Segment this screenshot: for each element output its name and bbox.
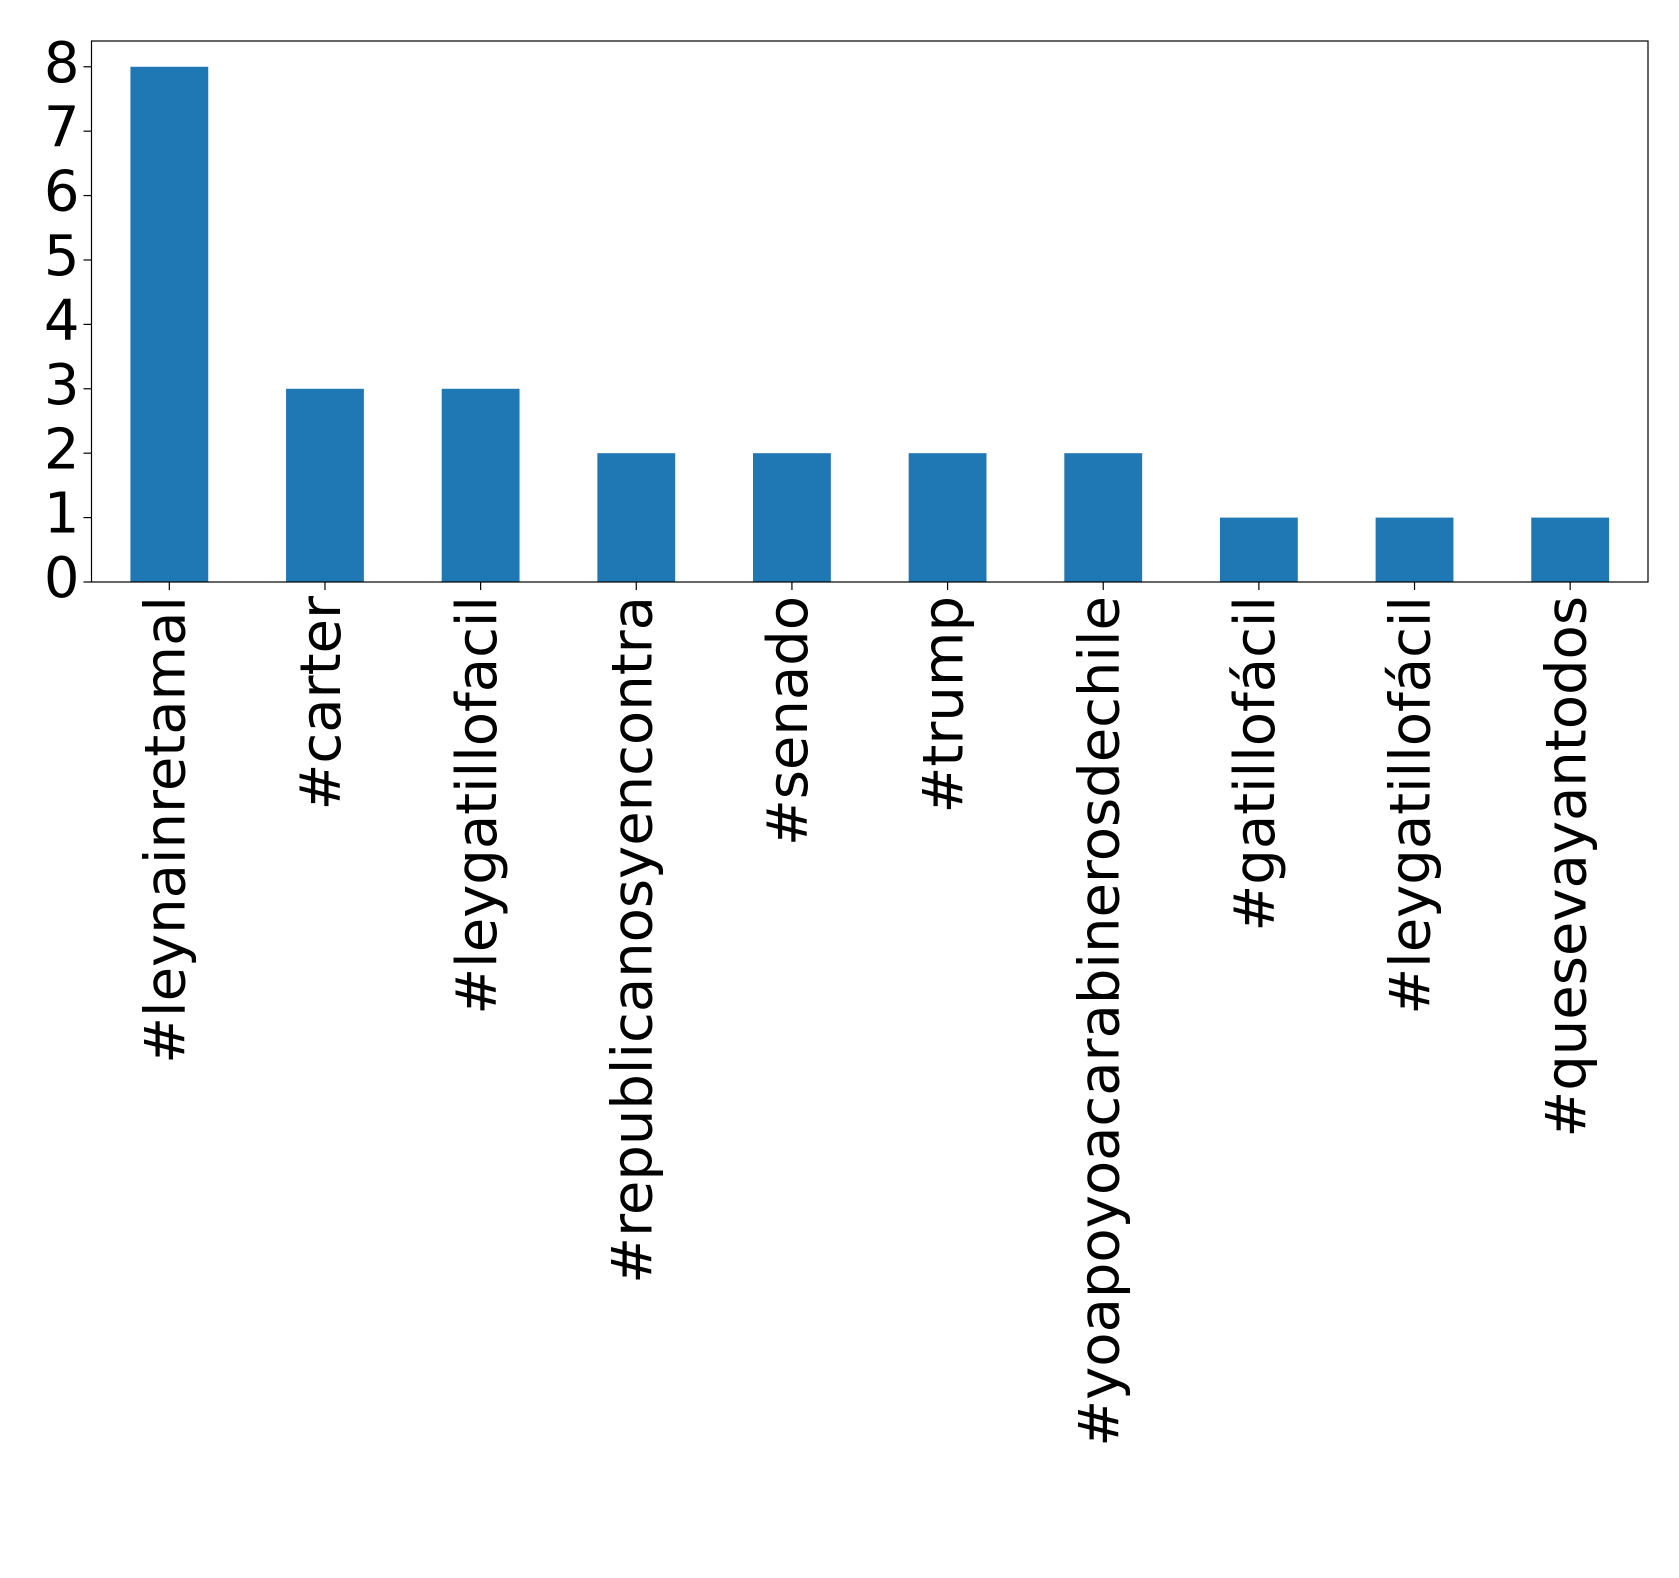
y-tick-label: 7: [44, 95, 80, 160]
bar: [753, 453, 831, 582]
y-tick-label: 6: [44, 160, 80, 225]
bar: [1375, 517, 1454, 582]
y-tick-label: 5: [44, 224, 80, 289]
bar: [1064, 453, 1143, 582]
x-tick-label: #trump: [912, 596, 977, 814]
x-tick-label: #yoapoyoacarabinerosdechile: [1067, 596, 1132, 1447]
x-tick-label: #carter: [289, 595, 354, 810]
plot-frame: [90, 40, 1649, 583]
bar: [597, 453, 676, 582]
y-tick-label: 4: [44, 289, 80, 354]
y-tick-label: 3: [44, 353, 80, 418]
y-tick-label: 1: [44, 482, 80, 547]
x-tick-label: #quesevayantodos: [1534, 596, 1599, 1138]
x-tick-label: #leygatillofacil: [445, 596, 510, 1015]
x-tick-label: #leygatillofácil: [1379, 596, 1444, 1015]
bar: [908, 453, 987, 582]
x-tick-label: #gatillofácil: [1223, 596, 1288, 932]
x-tick-label: #leynainretamal: [133, 596, 198, 1064]
bar: [1219, 517, 1298, 582]
bar: [286, 388, 364, 582]
y-tick-label: 8: [44, 31, 80, 96]
x-tick-label: #senado: [756, 596, 821, 846]
y-tick-label: 0: [44, 546, 80, 611]
bar: [441, 388, 520, 582]
y-tick-label: 2: [44, 417, 80, 482]
x-tick-label: #republicanosyencontra: [600, 596, 665, 1284]
bar: [1531, 517, 1610, 582]
bar: [130, 66, 209, 582]
